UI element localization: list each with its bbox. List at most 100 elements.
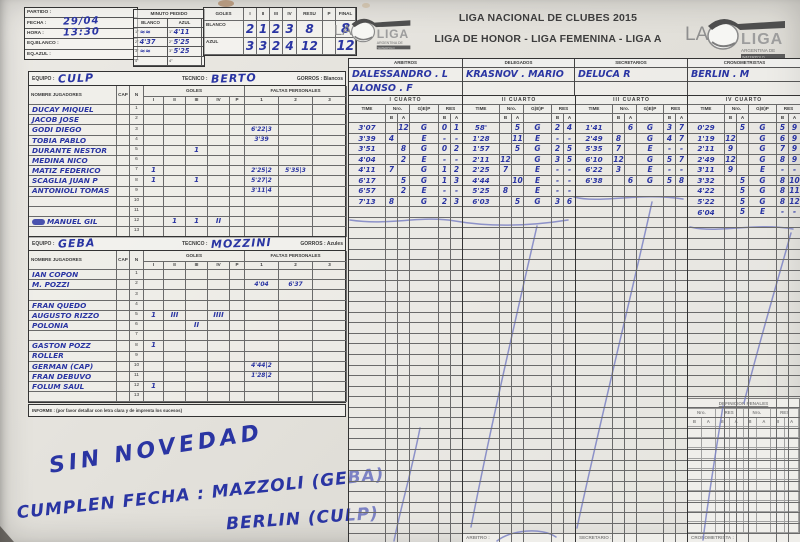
- event-gep-cell: [749, 281, 777, 292]
- goal-tally-cell: [164, 280, 186, 291]
- player-name: GERMAN (CAP): [32, 361, 94, 371]
- penales-cell: [688, 469, 702, 480]
- roster-header-cell: III: [186, 97, 208, 105]
- event-b-cell: [613, 407, 625, 419]
- cap-cell: [117, 115, 130, 126]
- event-a-cell: [512, 439, 524, 450]
- penalty-value: [323, 38, 336, 55]
- event-a-cell: [737, 428, 749, 440]
- goal-tally-cell: [230, 105, 245, 116]
- partido-table: PARTIDO : FECHA :29/04 HORA : 13:30 EQ.BLANC…: [24, 7, 138, 60]
- goles-summary-table: GOLES I II III IV RESU P FINAL BLANCO 2 1 2 3 8 8 AZUL…: [203, 7, 357, 56]
- event-ra-cell: [789, 281, 800, 292]
- event-a-cell: [512, 428, 524, 440]
- personal-foul-cell: 2'25|2: [245, 166, 279, 177]
- event-rb-cell: [439, 365, 451, 377]
- player-name-cell: FRAN DEBUVO: [29, 371, 117, 383]
- event-rb-cell: [552, 260, 564, 271]
- event-rb-cell: [439, 449, 451, 461]
- officials-table: ARBITROS DALESSANDRO . L ALONSO . F DELEGAD…: [348, 58, 800, 96]
- event-time-cell: [349, 407, 386, 419]
- b-label: B: [688, 418, 702, 427]
- quarter-header-cell: B: [613, 114, 625, 123]
- event-time-cell: [463, 428, 500, 440]
- event-b-cell: [500, 502, 512, 514]
- event-b-cell: [613, 260, 625, 271]
- goal-tally-cell: [230, 217, 245, 228]
- event-gep-cell: [637, 439, 664, 450]
- event-time-cell: [349, 312, 386, 324]
- event-b-cell: [500, 460, 512, 472]
- goal-tally-cell: [186, 310, 208, 321]
- event-a-cell: [398, 449, 410, 461]
- event-a-cell: [737, 386, 749, 398]
- event-gep-cell: [749, 239, 777, 250]
- event-time-cell: [576, 376, 613, 387]
- event-gep-cell: [637, 407, 664, 419]
- goal-tally-cell: [230, 341, 245, 352]
- event-b-cell: [613, 397, 625, 408]
- event-a-cell: [737, 365, 749, 377]
- event-rb-cell: [664, 239, 676, 250]
- goal-tally-cell: [230, 280, 245, 291]
- event-gep-cell: [637, 428, 664, 440]
- a-label: A: [785, 418, 799, 427]
- event-a-cell: [625, 355, 637, 366]
- event-rb-cell: [439, 534, 451, 542]
- tecnico-label: TECNICO :: [182, 75, 208, 82]
- event-b-cell: [386, 186, 398, 197]
- event-rb-cell: [552, 312, 564, 324]
- event-b-cell: [613, 123, 625, 134]
- goal-tally-cell: [208, 300, 230, 311]
- event-a-cell: [512, 239, 524, 250]
- goal-tally-cell: [144, 155, 164, 167]
- event-rb-cell: [664, 386, 676, 398]
- event-rb-cell: [664, 492, 676, 503]
- event-a-cell: 5: [512, 123, 524, 134]
- event-a-cell: [737, 260, 749, 271]
- goal-tally-cell: 1: [186, 145, 208, 156]
- personal-foul-cell: [279, 105, 313, 116]
- event-b-cell: [613, 333, 625, 345]
- event-b-cell: [500, 281, 512, 292]
- event-gep-cell: [410, 492, 439, 503]
- event-time-cell: 58': [463, 123, 500, 134]
- event-b-cell: [725, 386, 737, 398]
- event-b-cell: [500, 228, 512, 240]
- goal-tally-cell: [164, 371, 186, 383]
- player-name-cell: TOBIA PABLO: [29, 135, 117, 146]
- quarter-goals-value: 3: [257, 38, 270, 55]
- personal-foul-cell: [313, 320, 347, 332]
- roster-header-cell: N: [130, 86, 144, 105]
- event-b-cell: 7: [500, 165, 512, 176]
- event-time-cell: [688, 217, 725, 229]
- event-ra-cell: [789, 397, 800, 408]
- event-rb-cell: 5: [777, 123, 789, 134]
- minuto-row: 4° 4°: [134, 56, 204, 67]
- goal-tally-cell: [164, 135, 186, 146]
- event-b-cell: [500, 196, 512, 208]
- goles-row: AZUL 3 3 2 4 12 12: [204, 38, 356, 55]
- penales-cell: [757, 469, 772, 480]
- player-number: 5: [130, 310, 144, 321]
- roster-header-cell: 3: [313, 97, 347, 105]
- event-gep-cell: [524, 407, 552, 419]
- event-a-cell: 5: [737, 196, 749, 208]
- event-b-cell: [500, 207, 512, 218]
- quarter-header-cell: [463, 114, 500, 123]
- event-b-cell: [386, 386, 398, 398]
- quarter-goals-value: 3: [244, 38, 257, 55]
- event-a-cell: [625, 196, 637, 208]
- event-rb-cell: [439, 260, 451, 271]
- goal-tally-cell: [208, 186, 230, 197]
- event-gep-cell: [524, 217, 552, 229]
- goal-tally-cell: [144, 186, 164, 197]
- event-a-cell: 5: [737, 123, 749, 134]
- event-rb-cell: [664, 333, 676, 345]
- cap-cell: [117, 300, 130, 311]
- event-a-cell: [737, 249, 749, 261]
- penales-cell: [757, 479, 772, 491]
- penales-cell: [688, 458, 702, 470]
- event-b-cell: [725, 228, 737, 240]
- player-number: 6: [130, 320, 144, 332]
